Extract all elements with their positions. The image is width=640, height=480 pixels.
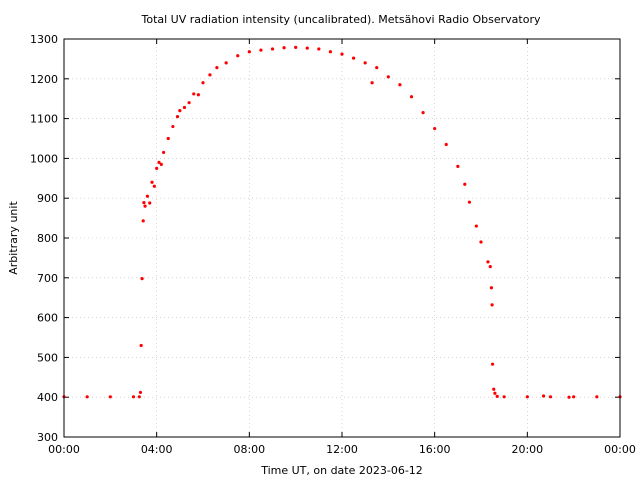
data-point (224, 61, 228, 65)
y-tick-label: 1100 (30, 113, 58, 126)
x-tick-label: 12:00 (326, 443, 358, 456)
data-point (247, 50, 251, 54)
data-point (421, 111, 425, 115)
data-point (171, 124, 175, 129)
data-point (155, 166, 159, 170)
grid-lines (64, 39, 620, 437)
data-point (162, 150, 166, 155)
data-point (196, 93, 200, 97)
x-axis-label: Time UT, on date 2023-06-12 (260, 464, 423, 477)
data-point (548, 395, 553, 399)
data-point (270, 47, 275, 51)
data-point (490, 303, 494, 307)
data-point (148, 201, 152, 205)
data-point (479, 240, 483, 244)
data-point (492, 387, 496, 391)
data-point (143, 204, 147, 208)
x-tick-label: 20:00 (511, 443, 543, 456)
data-point (370, 81, 374, 85)
y-tick-label: 1000 (30, 152, 58, 165)
data-point (444, 142, 448, 147)
y-tick-label: 400 (37, 391, 58, 404)
data-point (175, 115, 180, 119)
data-point (351, 56, 356, 60)
data-point (178, 109, 182, 113)
x-tick-label: 00:00 (48, 443, 80, 456)
data-point (375, 66, 379, 70)
plot-frame (63, 38, 621, 438)
y-tick-label: 700 (37, 272, 58, 285)
data-point (138, 390, 143, 395)
data-point (215, 66, 219, 70)
y-tick-label: 300 (37, 431, 58, 444)
data-point (142, 200, 146, 205)
data-point (328, 50, 333, 54)
data-point (131, 395, 136, 399)
data-point (137, 395, 141, 399)
y-axis-label: Arbitrary unit (7, 201, 20, 275)
data-points (62, 45, 622, 399)
data-point (488, 265, 492, 269)
data-point (363, 61, 367, 65)
data-point (259, 48, 263, 52)
data-point (85, 395, 89, 399)
data-point (474, 224, 478, 228)
data-point (409, 95, 414, 99)
data-point (317, 47, 321, 51)
data-point (489, 286, 494, 290)
data-point (192, 92, 196, 96)
data-point (463, 182, 467, 186)
data-point (187, 101, 191, 105)
data-point (567, 395, 571, 399)
y-tick-label: 600 (37, 312, 58, 325)
x-tick-label: 08:00 (233, 443, 265, 456)
data-point (493, 391, 497, 395)
y-tick-label: 900 (37, 192, 58, 205)
data-point (467, 200, 472, 204)
data-point (398, 83, 402, 87)
data-point (490, 362, 495, 366)
data-point (595, 395, 599, 399)
x-tick-label: 04:00 (141, 443, 173, 456)
data-point (150, 180, 154, 184)
data-point (139, 343, 143, 348)
y-tick-label: 800 (37, 232, 58, 245)
data-point (572, 395, 576, 399)
y-tick-label: 1300 (30, 33, 58, 46)
data-point (486, 260, 490, 264)
axis-ticks: 300 400 500 600 700 800 900 1000 1100 1200 1300 00:… (30, 33, 636, 456)
data-point (157, 160, 161, 164)
data-point (140, 276, 144, 281)
data-point (201, 81, 205, 85)
data-point (145, 194, 149, 198)
data-point (305, 46, 309, 50)
data-point (236, 54, 240, 58)
x-tick-label: 16:00 (419, 443, 451, 456)
data-point (386, 75, 390, 79)
data-point (182, 105, 187, 110)
data-point (108, 395, 112, 399)
data-point (159, 162, 163, 166)
data-point (502, 395, 506, 399)
chart-title: Total UV radiation intensity (uncalibrat… (141, 13, 541, 26)
data-point (541, 394, 546, 398)
x-tick-label: 00:00 (604, 443, 636, 456)
data-point (456, 164, 460, 168)
data-point (141, 219, 145, 223)
data-point (525, 395, 529, 399)
data-point (294, 45, 298, 49)
data-point (340, 52, 344, 56)
data-point (495, 394, 499, 399)
data-point (282, 46, 286, 50)
data-point (208, 73, 212, 77)
y-tick-label: 1200 (30, 73, 58, 86)
data-point (166, 136, 170, 141)
y-tick-label: 500 (37, 351, 58, 364)
data-point (152, 184, 156, 188)
data-point (433, 126, 437, 131)
